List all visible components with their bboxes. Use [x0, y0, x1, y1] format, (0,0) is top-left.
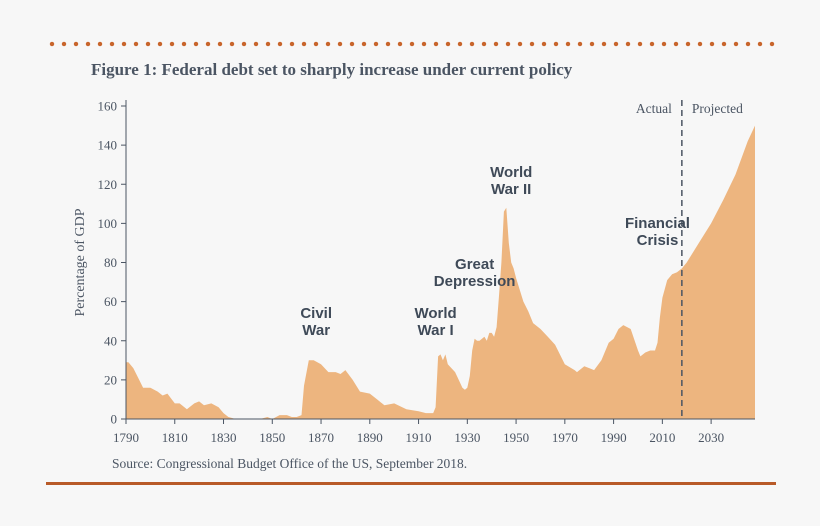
- x-tick-label: 1950: [503, 430, 529, 445]
- y-tick-label: 60: [104, 294, 117, 309]
- x-tick-label: 1930: [454, 430, 480, 445]
- y-tick-label: 100: [98, 216, 118, 231]
- bottom-rule: [46, 482, 776, 485]
- y-tick-label: 120: [98, 177, 118, 192]
- x-tick-label: 1810: [162, 430, 188, 445]
- x-tick-label: 1790: [113, 430, 139, 445]
- y-axis-title: Percentage of GDP: [73, 208, 88, 316]
- y-tick-label: 20: [104, 372, 117, 387]
- annotation-label: War I: [418, 322, 454, 339]
- x-tick-label: 1830: [211, 430, 237, 445]
- y-tick-label: 80: [104, 255, 117, 270]
- x-tick-label: 2030: [698, 430, 724, 445]
- annotation-label: Financial: [625, 215, 690, 232]
- projected-label: Projected: [692, 101, 743, 116]
- source-note: Source: Congressional Budget Office of t…: [112, 456, 468, 471]
- annotation-label: World: [415, 305, 457, 322]
- annotation-label: War II: [491, 181, 531, 198]
- y-tick-label: 160: [98, 99, 118, 114]
- annotation-label: Great: [455, 256, 494, 273]
- annotation-label: War: [302, 322, 330, 339]
- figure-title: Figure 1: Federal debt set to sharply in…: [91, 60, 573, 79]
- x-tick-label: 1890: [357, 430, 383, 445]
- annotation-label: Depression: [434, 273, 516, 290]
- annotation-label: Crisis: [637, 232, 679, 249]
- dotted-top-rule: [46, 41, 776, 47]
- x-tick-label: 2010: [649, 430, 675, 445]
- y-tick-label: 140: [98, 138, 118, 153]
- y-tick-label: 0: [111, 412, 118, 427]
- x-tick-label: 1850: [259, 430, 285, 445]
- annotation-label: World: [490, 164, 532, 181]
- actual-label: Actual: [636, 101, 672, 116]
- debt-area: [126, 125, 755, 419]
- y-tick-label: 40: [104, 333, 117, 348]
- x-tick-label: 1910: [406, 430, 432, 445]
- annotation-label: Civil: [300, 305, 332, 322]
- x-tick-label: 1970: [552, 430, 578, 445]
- x-tick-label: 1990: [601, 430, 627, 445]
- x-tick-label: 1870: [308, 430, 334, 445]
